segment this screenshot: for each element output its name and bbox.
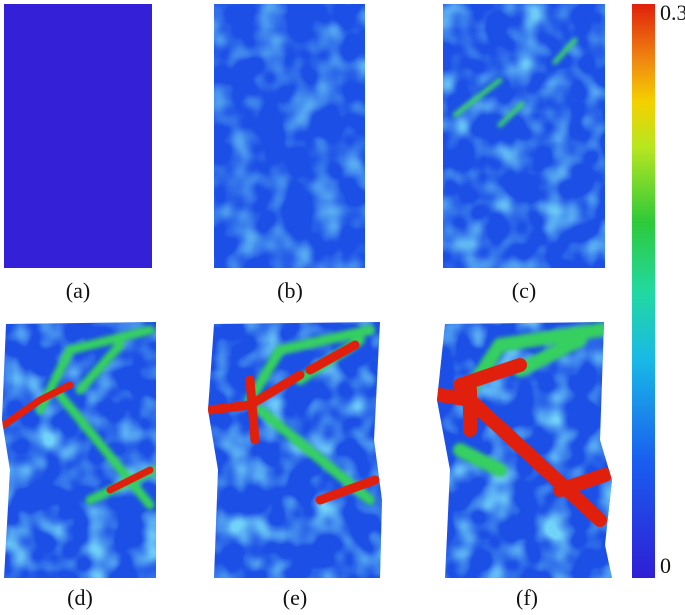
panel-d bbox=[2, 322, 156, 578]
panel-label: (b) bbox=[277, 278, 303, 303]
colorbar bbox=[632, 4, 655, 578]
panel-label: (a) bbox=[66, 278, 90, 303]
panel-b bbox=[214, 4, 365, 268]
panel-e bbox=[208, 322, 382, 578]
panel-label: (c) bbox=[512, 278, 536, 303]
panel-label: (f) bbox=[516, 585, 538, 610]
colorbar-tick-label: 0.3 bbox=[660, 0, 685, 25]
panel-c bbox=[443, 4, 605, 268]
panel-a bbox=[4, 4, 152, 268]
colorbar-tick-label: 0 bbox=[660, 553, 671, 578]
panel-label: (e) bbox=[283, 585, 307, 610]
panel-label: (d) bbox=[67, 585, 93, 610]
panel-f bbox=[437, 322, 612, 578]
